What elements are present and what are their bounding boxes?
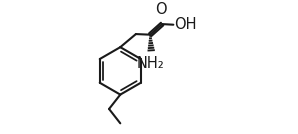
Text: O: O <box>155 2 167 17</box>
Text: OH: OH <box>174 17 196 32</box>
Text: NH₂: NH₂ <box>137 56 164 71</box>
